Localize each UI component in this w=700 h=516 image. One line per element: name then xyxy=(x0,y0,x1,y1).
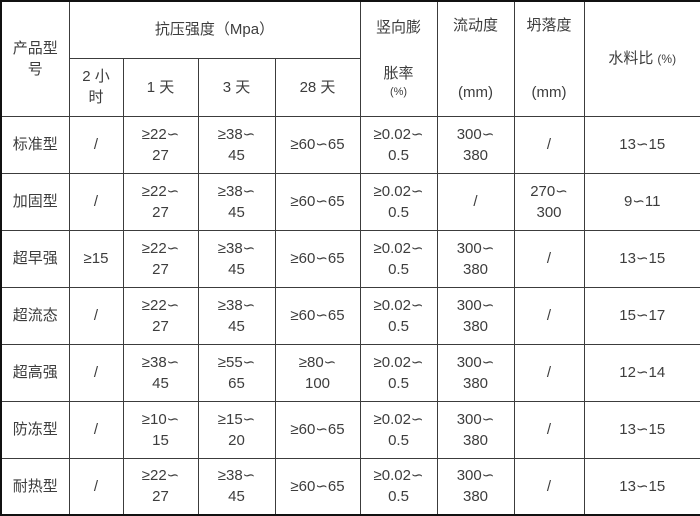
row-label-model: 超早强 xyxy=(0,229,70,288)
cell-expansion-rate: ≥0.02∽ 0.5 xyxy=(359,229,438,288)
header-28d: 28 天 xyxy=(274,57,361,117)
cell-compressive-1d: ≥22∽ 27 xyxy=(122,229,199,288)
header-water-ratio-unit: (%) xyxy=(657,51,677,66)
cell-water-ratio: 12∽14 xyxy=(583,343,700,402)
cell-compressive-2h: ≥15 xyxy=(68,229,124,288)
cell-compressive-2h: / xyxy=(68,172,124,231)
header-compressive-strength: 抗压强度（Mpa） xyxy=(68,0,361,59)
table-row: 标准型 / ≥22∽ 27 ≥38∽ 45 ≥60∽65 ≥0.02∽ 0.5 … xyxy=(0,115,700,174)
cell-compressive-1d: ≥22∽ 27 xyxy=(122,115,199,174)
cell-compressive-2h: / xyxy=(68,115,124,174)
cell-water-ratio: 9∽11 xyxy=(583,172,700,231)
cell-compressive-2h: / xyxy=(68,286,124,345)
cell-compressive-1d: ≥22∽ 27 xyxy=(122,286,199,345)
cell-compressive-2h: / xyxy=(68,400,124,459)
header-water-ratio-label: 水料比 xyxy=(608,49,654,67)
cell-slump: / xyxy=(513,115,585,174)
row-label-model: 标准型 xyxy=(0,115,70,174)
cell-water-ratio: 15∽17 xyxy=(583,286,700,345)
table-row: 防冻型 / ≥10∽ 15 ≥15∽ 20 ≥60∽65 ≥0.02∽ 0.5 … xyxy=(0,400,700,459)
cell-compressive-1d: ≥10∽ 15 xyxy=(122,400,199,459)
cell-fluidity: 300∽ 380 xyxy=(436,400,515,459)
cell-slump: / xyxy=(513,457,585,516)
cell-expansion-rate: ≥0.02∽ 0.5 xyxy=(359,400,438,459)
table-row: 超高强 / ≥38∽ 45 ≥55∽ 65 ≥80∽ 100 ≥0.02∽ 0.… xyxy=(0,343,700,402)
cell-compressive-28d: ≥60∽65 xyxy=(274,457,361,516)
cell-compressive-3d: ≥38∽ 45 xyxy=(197,286,276,345)
header-row-sub: 2 小 时 1 天 3 天 28 天 xyxy=(1,57,700,117)
header-expansion-unit: (%) xyxy=(389,86,408,99)
cell-compressive-28d: ≥80∽ 100 xyxy=(274,343,361,402)
header-product-model: 产品型 号 xyxy=(0,0,70,117)
cell-compressive-28d: ≥60∽65 xyxy=(274,286,361,345)
cell-compressive-3d: ≥15∽ 20 xyxy=(197,400,276,459)
header-3d: 3 天 xyxy=(197,57,276,117)
cell-compressive-2h: / xyxy=(68,343,124,402)
cell-compressive-3d: ≥38∽ 45 xyxy=(197,229,276,288)
table-row: 超流态 / ≥22∽ 27 ≥38∽ 45 ≥60∽65 ≥0.02∽ 0.5 … xyxy=(0,286,700,345)
cell-slump: / xyxy=(513,343,585,402)
cell-compressive-1d: ≥38∽ 45 xyxy=(122,343,199,402)
cell-water-ratio: 13∽15 xyxy=(583,400,700,459)
header-fluidity-label: 流动度 xyxy=(452,16,498,34)
header-expansion-line1: 竖向膨 xyxy=(375,19,421,37)
header-slump-unit: (mm) xyxy=(531,83,567,101)
row-label-model: 加固型 xyxy=(0,172,70,231)
header-water-ratio: 水料比 (%) xyxy=(583,0,700,117)
cell-slump: / xyxy=(513,229,585,288)
cell-compressive-28d: ≥60∽65 xyxy=(274,229,361,288)
cell-compressive-3d: ≥38∽ 45 xyxy=(197,172,276,231)
header-1d: 1 天 xyxy=(122,57,199,117)
cell-expansion-rate: ≥0.02∽ 0.5 xyxy=(359,286,438,345)
cell-slump: / xyxy=(513,400,585,459)
cell-compressive-28d: ≥60∽65 xyxy=(274,172,361,231)
cell-compressive-3d: ≥55∽ 65 xyxy=(197,343,276,402)
table-row: 超早强 ≥15 ≥22∽ 27 ≥38∽ 45 ≥60∽65 ≥0.02∽ 0.… xyxy=(0,229,700,288)
cell-expansion-rate: ≥0.02∽ 0.5 xyxy=(359,457,438,516)
row-label-model: 超高强 xyxy=(0,343,70,402)
cell-fluidity: 300∽ 380 xyxy=(436,286,515,345)
header-expansion-rate: 竖向膨 胀率 (%) xyxy=(359,0,438,117)
row-label-model: 超流态 xyxy=(0,286,70,345)
cell-compressive-3d: ≥38∽ 45 xyxy=(197,115,276,174)
cell-compressive-2h: / xyxy=(68,457,124,516)
cell-compressive-3d: ≥38∽ 45 xyxy=(197,457,276,516)
header-slump-label: 坍落度 xyxy=(526,16,572,34)
cell-slump: 270∽ 300 xyxy=(513,172,585,231)
cell-fluidity: 300∽ 380 xyxy=(436,115,515,174)
cell-fluidity: 300∽ 380 xyxy=(436,457,515,516)
row-label-model: 防冻型 xyxy=(0,400,70,459)
header-2h: 2 小 时 xyxy=(68,57,124,117)
cell-expansion-rate: ≥0.02∽ 0.5 xyxy=(359,172,438,231)
cell-expansion-rate: ≥0.02∽ 0.5 xyxy=(359,343,438,402)
cell-compressive-28d: ≥60∽65 xyxy=(274,400,361,459)
table-row: 加固型 / ≥22∽ 27 ≥38∽ 45 ≥60∽65 ≥0.02∽ 0.5 … xyxy=(0,172,700,231)
header-fluidity-unit: (mm) xyxy=(458,83,493,101)
header-row-top: 产品型 号 抗压强度（Mpa） 竖向膨 胀率 (%) 流动度 (mm) 坍落度 … xyxy=(0,0,700,117)
row-label-model: 耐热型 xyxy=(0,457,70,516)
cell-fluidity: 300∽ 380 xyxy=(436,229,515,288)
cell-fluidity: / xyxy=(436,172,515,231)
cell-water-ratio: 13∽15 xyxy=(583,229,700,288)
cell-expansion-rate: ≥0.02∽ 0.5 xyxy=(359,115,438,174)
cell-compressive-1d: ≥22∽ 27 xyxy=(122,172,199,231)
header-slump: 坍落度 (mm) xyxy=(513,0,585,117)
header-fluidity: 流动度 (mm) xyxy=(436,0,515,117)
header-expansion-line2: 胀率 xyxy=(383,65,414,83)
cell-water-ratio: 13∽15 xyxy=(583,115,700,174)
cell-water-ratio: 13∽15 xyxy=(583,457,700,516)
cell-fluidity: 300∽ 380 xyxy=(436,343,515,402)
cell-compressive-28d: ≥60∽65 xyxy=(274,115,361,174)
cell-compressive-1d: ≥22∽ 27 xyxy=(122,457,199,516)
table-row: 耐热型 / ≥22∽ 27 ≥38∽ 45 ≥60∽65 ≥0.02∽ 0.5 … xyxy=(0,457,700,516)
cell-slump: / xyxy=(513,286,585,345)
